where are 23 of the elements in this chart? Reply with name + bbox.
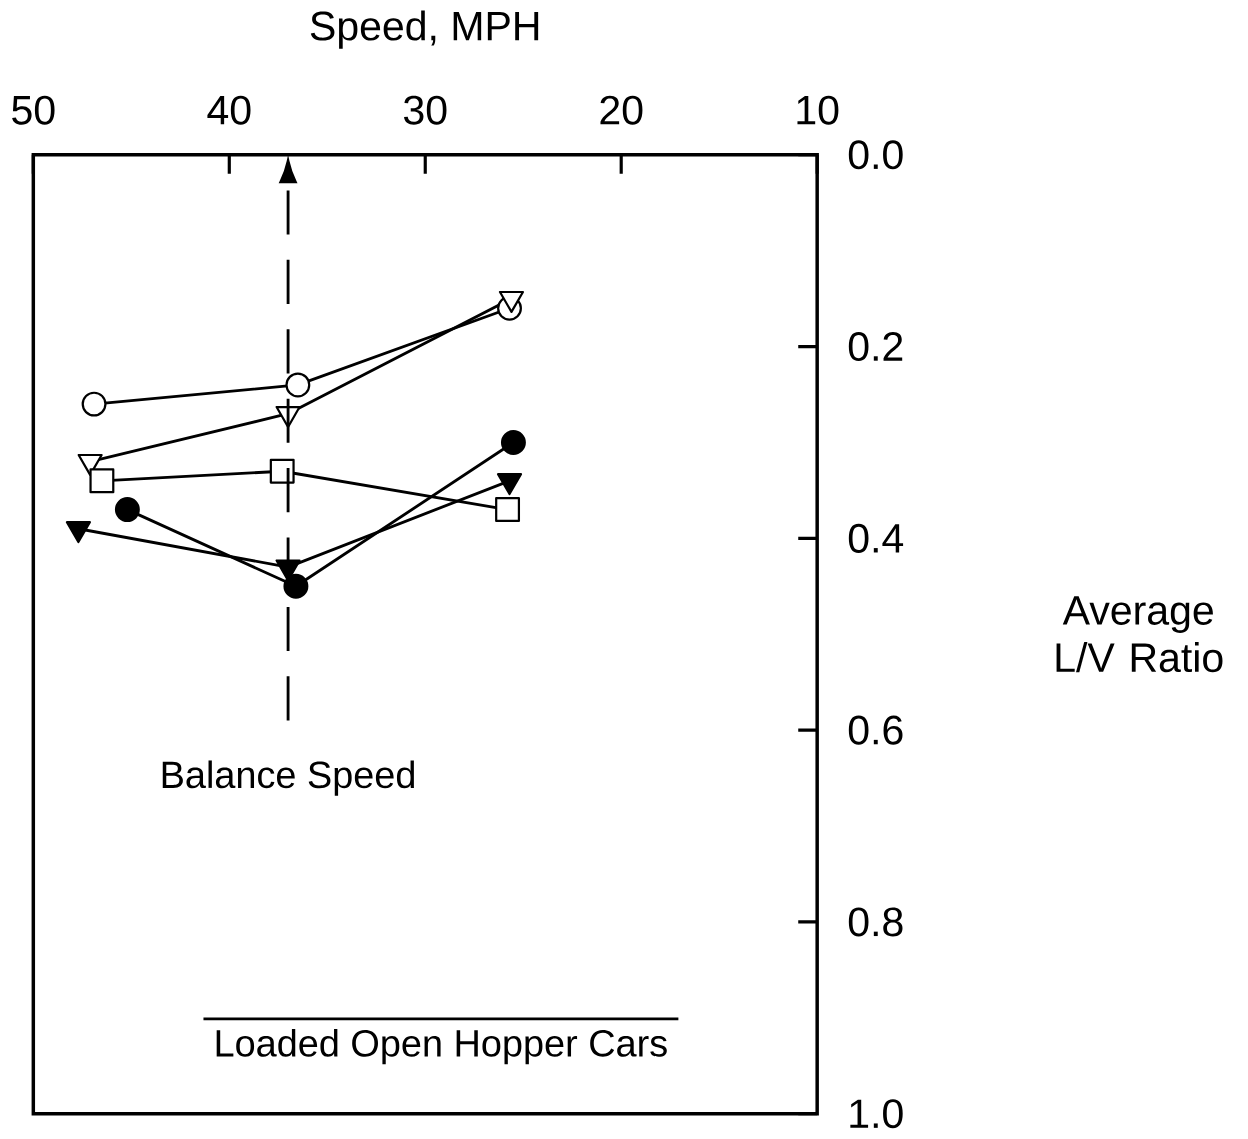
point: [495, 497, 521, 523]
x-tick-label: 30: [404, 95, 447, 125]
x-axis-title: Speed, MPH: [310, 10, 539, 49]
x-tick-label: 50: [12, 95, 55, 125]
y-tick-label: 0.8: [848, 907, 903, 937]
x-tick-label: 40: [207, 95, 251, 125]
y-tick-label: 0.2: [848, 332, 903, 362]
point: [285, 372, 311, 398]
y-tick-label: 0.4: [848, 523, 904, 553]
y-axis-title: Average L/V Ratio: [1056, 596, 1223, 673]
x-tick-label: 10: [797, 95, 839, 125]
point: [500, 430, 526, 456]
y-tick-label: 0.6: [848, 715, 903, 745]
y-tick-label: 1.0: [850, 1099, 903, 1129]
point: [81, 391, 107, 417]
y-tick-label: 0.0: [848, 140, 903, 170]
x-tick-label: 20: [600, 95, 643, 125]
point: [114, 497, 140, 523]
point: [89, 468, 115, 494]
annotation: Loaded Open Hopper Cars: [216, 1029, 667, 1065]
point: [283, 573, 309, 599]
point: [269, 458, 295, 484]
ref-line-label: Balance Speed: [162, 760, 414, 796]
